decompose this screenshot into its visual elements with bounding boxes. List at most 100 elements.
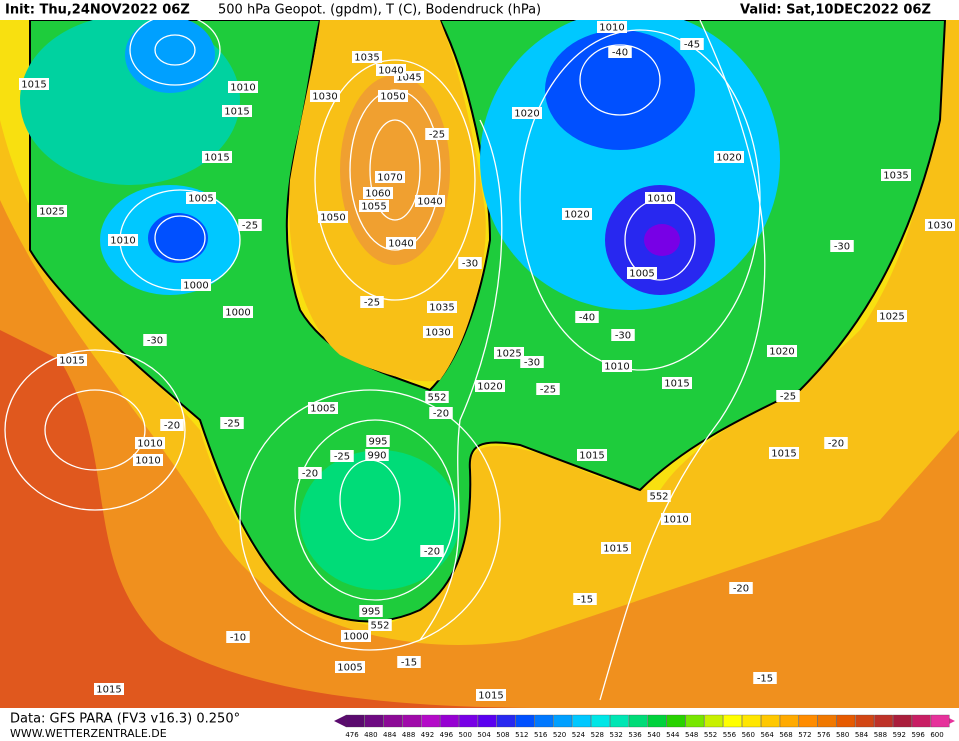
scale-swatch — [515, 714, 535, 728]
map-label: 1015 — [771, 449, 796, 460]
map-label: -25 — [429, 130, 445, 141]
scale-label: 548 — [685, 731, 698, 739]
label-box — [647, 490, 671, 502]
label-box — [135, 437, 165, 449]
label-box — [611, 329, 635, 341]
label-box — [352, 51, 382, 63]
map-label: -20 — [164, 421, 180, 432]
map-label: 1040 — [388, 239, 413, 250]
label-box — [425, 391, 449, 403]
label-box — [19, 78, 49, 90]
isobars — [4, 14, 766, 701]
map-label: 1015 — [21, 80, 46, 91]
label-box — [512, 107, 542, 119]
scale-swatch — [459, 714, 478, 728]
label-box — [160, 419, 184, 431]
label-box — [830, 240, 854, 252]
scale-label: 484 — [383, 731, 397, 739]
map-label: 1010 — [647, 194, 672, 205]
map-label: 1015 — [664, 379, 689, 390]
label-box — [386, 237, 416, 249]
label-box — [767, 345, 797, 357]
label-box — [575, 311, 599, 323]
scale-swatch — [704, 714, 724, 728]
label-box — [423, 326, 453, 338]
map-label: 1045 — [396, 73, 421, 84]
map-label: 1005 — [310, 404, 335, 415]
color-scale: 476 480 484 488 492 496 500 504 508 512 516 520 524 5… — [334, 714, 955, 739]
scale-swatch — [855, 714, 875, 728]
scale-label: 480 — [364, 731, 377, 739]
map-label: -40 — [612, 48, 628, 59]
scale-swatch — [779, 714, 799, 728]
scale-label: 560 — [742, 731, 755, 739]
map-label: -25 — [780, 392, 796, 403]
map-label: -45 — [684, 40, 700, 51]
scale-swatch — [572, 714, 591, 728]
label-box — [220, 417, 244, 429]
scale-swatch — [345, 714, 365, 728]
map-label: 1015 — [478, 691, 503, 702]
scale-swatch — [477, 714, 497, 728]
map-label: 1040 — [417, 197, 442, 208]
label-box — [645, 192, 675, 204]
scale-label: 504 — [477, 731, 491, 739]
label-box — [769, 447, 799, 459]
label-box — [181, 279, 211, 291]
scale-swatch — [798, 714, 818, 728]
scale-label: 488 — [402, 731, 415, 739]
label-box — [573, 593, 597, 605]
scale-swatch — [836, 714, 856, 728]
scale-label: 592 — [893, 731, 906, 739]
label-box — [415, 195, 445, 207]
map-label: -20 — [828, 439, 844, 450]
map-label: -25 — [334, 452, 350, 463]
scale-swatch — [553, 714, 573, 728]
label-box — [308, 402, 338, 414]
scale-swatch — [685, 714, 705, 728]
map-label: -20 — [302, 469, 318, 480]
label-box — [753, 672, 777, 684]
label-box — [365, 449, 389, 461]
scale-swatch — [440, 714, 459, 728]
map-label: 1005 — [188, 194, 213, 205]
map-label: -30 — [147, 336, 163, 347]
label-box — [310, 90, 340, 102]
label-box — [359, 200, 389, 212]
label-box — [877, 310, 907, 322]
label-box — [330, 450, 354, 462]
map-label: 1055 — [361, 202, 386, 213]
label-box — [226, 631, 250, 643]
label-box — [601, 542, 631, 554]
map-label: 1010 — [110, 236, 135, 247]
init-time: Init: Thu,24NOV2022 06Z — [5, 3, 190, 18]
label-box — [359, 605, 383, 617]
scale-label: 564 — [760, 731, 774, 739]
scale-swatch — [911, 714, 931, 728]
map-label: 1000 — [225, 308, 250, 319]
field-cyan — [300, 450, 460, 590]
label-box — [397, 656, 421, 668]
map-label: 1015 — [204, 153, 229, 164]
greenland-core — [340, 75, 450, 265]
scale-label: 528 — [591, 731, 604, 739]
scale-label: 476 — [345, 731, 359, 739]
scale-label: 572 — [798, 731, 811, 739]
scale-label: 512 — [515, 731, 528, 739]
map-label: 1035 — [354, 53, 379, 64]
scale-swatch — [383, 714, 403, 728]
label-box — [608, 46, 632, 58]
map-label: 552 — [649, 492, 668, 503]
map-label: 1010 — [599, 23, 624, 34]
scale-label: 544 — [666, 731, 680, 739]
map-label: 1030 — [927, 221, 952, 232]
label-box — [597, 21, 627, 33]
label-box — [378, 90, 408, 102]
scale-swatch — [610, 714, 629, 728]
label-box — [536, 383, 560, 395]
map-label: 552 — [427, 393, 446, 404]
scale-label: 568 — [779, 731, 792, 739]
label-box — [458, 257, 482, 269]
